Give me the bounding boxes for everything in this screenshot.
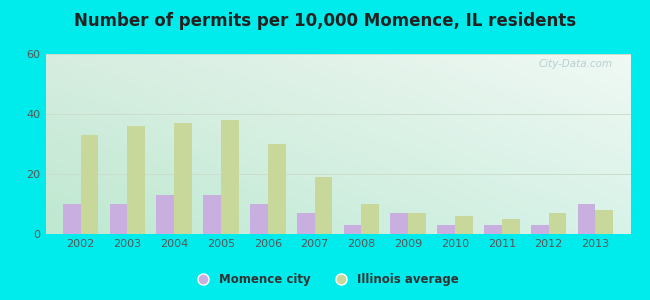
Bar	[157, 195, 174, 234]
Bar	[63, 204, 81, 234]
Bar	[250, 204, 268, 234]
Bar	[484, 225, 502, 234]
Bar	[408, 213, 426, 234]
Bar	[297, 213, 315, 234]
Bar	[549, 213, 566, 234]
Bar	[531, 225, 549, 234]
Bar	[174, 123, 192, 234]
Bar	[595, 210, 613, 234]
Bar	[268, 144, 285, 234]
Bar	[361, 204, 379, 234]
Text: Number of permits per 10,000 Momence, IL residents: Number of permits per 10,000 Momence, IL…	[74, 12, 576, 30]
Bar	[110, 204, 127, 234]
Bar	[502, 219, 519, 234]
Bar	[203, 195, 221, 234]
Text: City-Data.com: City-Data.com	[539, 59, 613, 69]
Bar	[391, 213, 408, 234]
Bar	[437, 225, 455, 234]
Bar	[221, 120, 239, 234]
Bar	[578, 204, 595, 234]
Bar	[344, 225, 361, 234]
Bar	[315, 177, 332, 234]
Bar	[127, 126, 145, 234]
Bar	[81, 135, 98, 234]
Bar	[455, 216, 473, 234]
Legend: Momence city, Illinois average: Momence city, Illinois average	[187, 269, 463, 291]
